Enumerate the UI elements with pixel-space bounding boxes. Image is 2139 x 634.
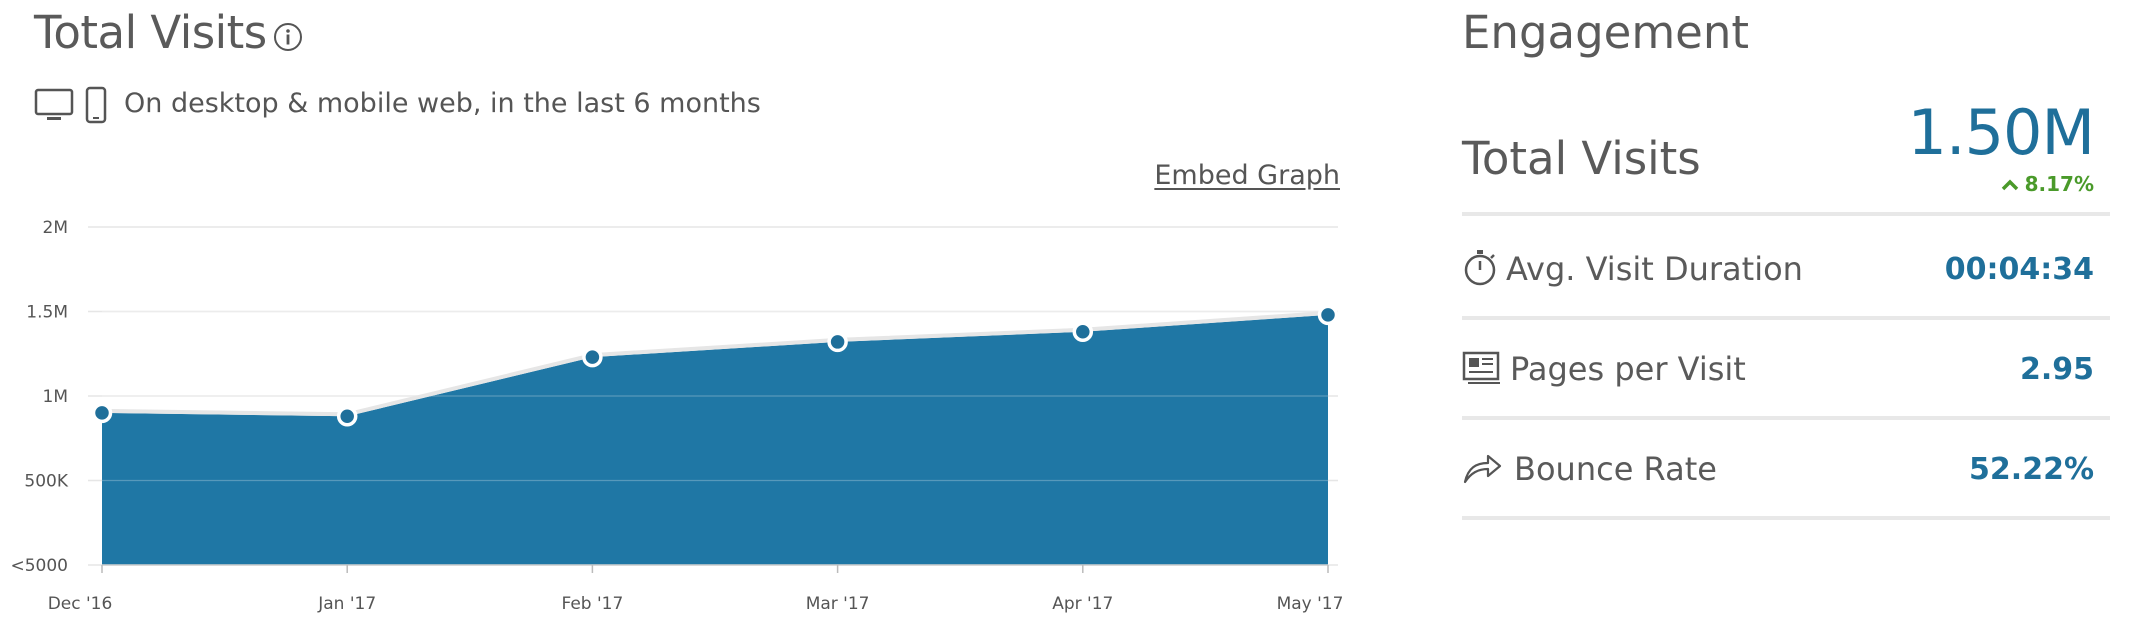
avg-visit-duration-metric: Avg. Visit Duration 00:04:34 bbox=[1462, 228, 2110, 320]
avg-visit-duration-label: Avg. Visit Duration bbox=[1506, 250, 1803, 288]
series-line bbox=[101, 310, 1329, 417]
x-tick-label: Dec '16 bbox=[48, 594, 113, 614]
x-tick-label: Mar '17 bbox=[806, 594, 870, 614]
total-visits-metric: Total Visits 1.50M 8.17% bbox=[1462, 96, 2110, 216]
chevron-up-icon bbox=[2001, 179, 2018, 191]
data-point bbox=[336, 406, 358, 427]
total-visits-value: 1.50M bbox=[1907, 96, 2095, 169]
x-tick-label: Feb '17 bbox=[561, 594, 623, 614]
avg-visit-duration-value: 00:04:34 bbox=[1944, 252, 2094, 287]
x-tick-label: Jan '17 bbox=[317, 594, 376, 614]
pages-per-visit-label: Pages per Visit bbox=[1510, 350, 1746, 388]
engagement-title: Engagement bbox=[1462, 6, 1750, 59]
data-point bbox=[582, 346, 603, 368]
x-tick-label: Apr '17 bbox=[1052, 594, 1113, 614]
total-visits-label: Total Visits bbox=[1462, 132, 1701, 185]
embed-graph-link[interactable]: Embed Graph bbox=[1154, 160, 1340, 191]
info-icon[interactable] bbox=[273, 22, 303, 52]
period-subtitle: On desktop & mobile web, in the last 6 m… bbox=[124, 88, 761, 119]
pages-icon bbox=[1462, 351, 1500, 384]
x-tick-label: May '17 bbox=[1277, 594, 1344, 614]
data-point bbox=[1072, 321, 1094, 343]
mobile-icon bbox=[85, 86, 107, 124]
data-point bbox=[91, 402, 113, 424]
y-tick-label: <5000 bbox=[10, 556, 68, 576]
stopwatch-icon bbox=[1464, 250, 1496, 286]
y-tick-label: 2M bbox=[43, 218, 68, 238]
total-visits-title: Total Visits bbox=[34, 6, 267, 59]
y-tick-label: 500K bbox=[24, 472, 68, 492]
bounce-rate-value: 52.22% bbox=[1969, 452, 2094, 487]
data-point bbox=[1317, 304, 1339, 326]
y-tick-label: 1M bbox=[43, 387, 68, 407]
data-point bbox=[827, 331, 848, 353]
total-visits-change: 8.17% bbox=[2001, 172, 2094, 196]
area-series bbox=[102, 314, 1328, 565]
desktop-icon bbox=[34, 88, 74, 120]
y-tick-label: 1.5M bbox=[26, 303, 68, 323]
total-visits-chart: 2M 1.5M 1M 500K <5000 Dec '16 Jan '17 Feb '17 Ma… bbox=[10, 218, 1344, 614]
pages-per-visit-value: 2.95 bbox=[2019, 352, 2094, 387]
total-visits-change-value: 8.17% bbox=[2024, 172, 2094, 196]
bounce-rate-label: Bounce Rate bbox=[1514, 450, 1717, 488]
pages-per-visit-metric: Pages per Visit 2.95 bbox=[1462, 328, 2110, 420]
bounce-rate-metric: Bounce Rate 52.22% bbox=[1462, 428, 2110, 520]
bounce-arrow-icon bbox=[1463, 454, 1502, 484]
